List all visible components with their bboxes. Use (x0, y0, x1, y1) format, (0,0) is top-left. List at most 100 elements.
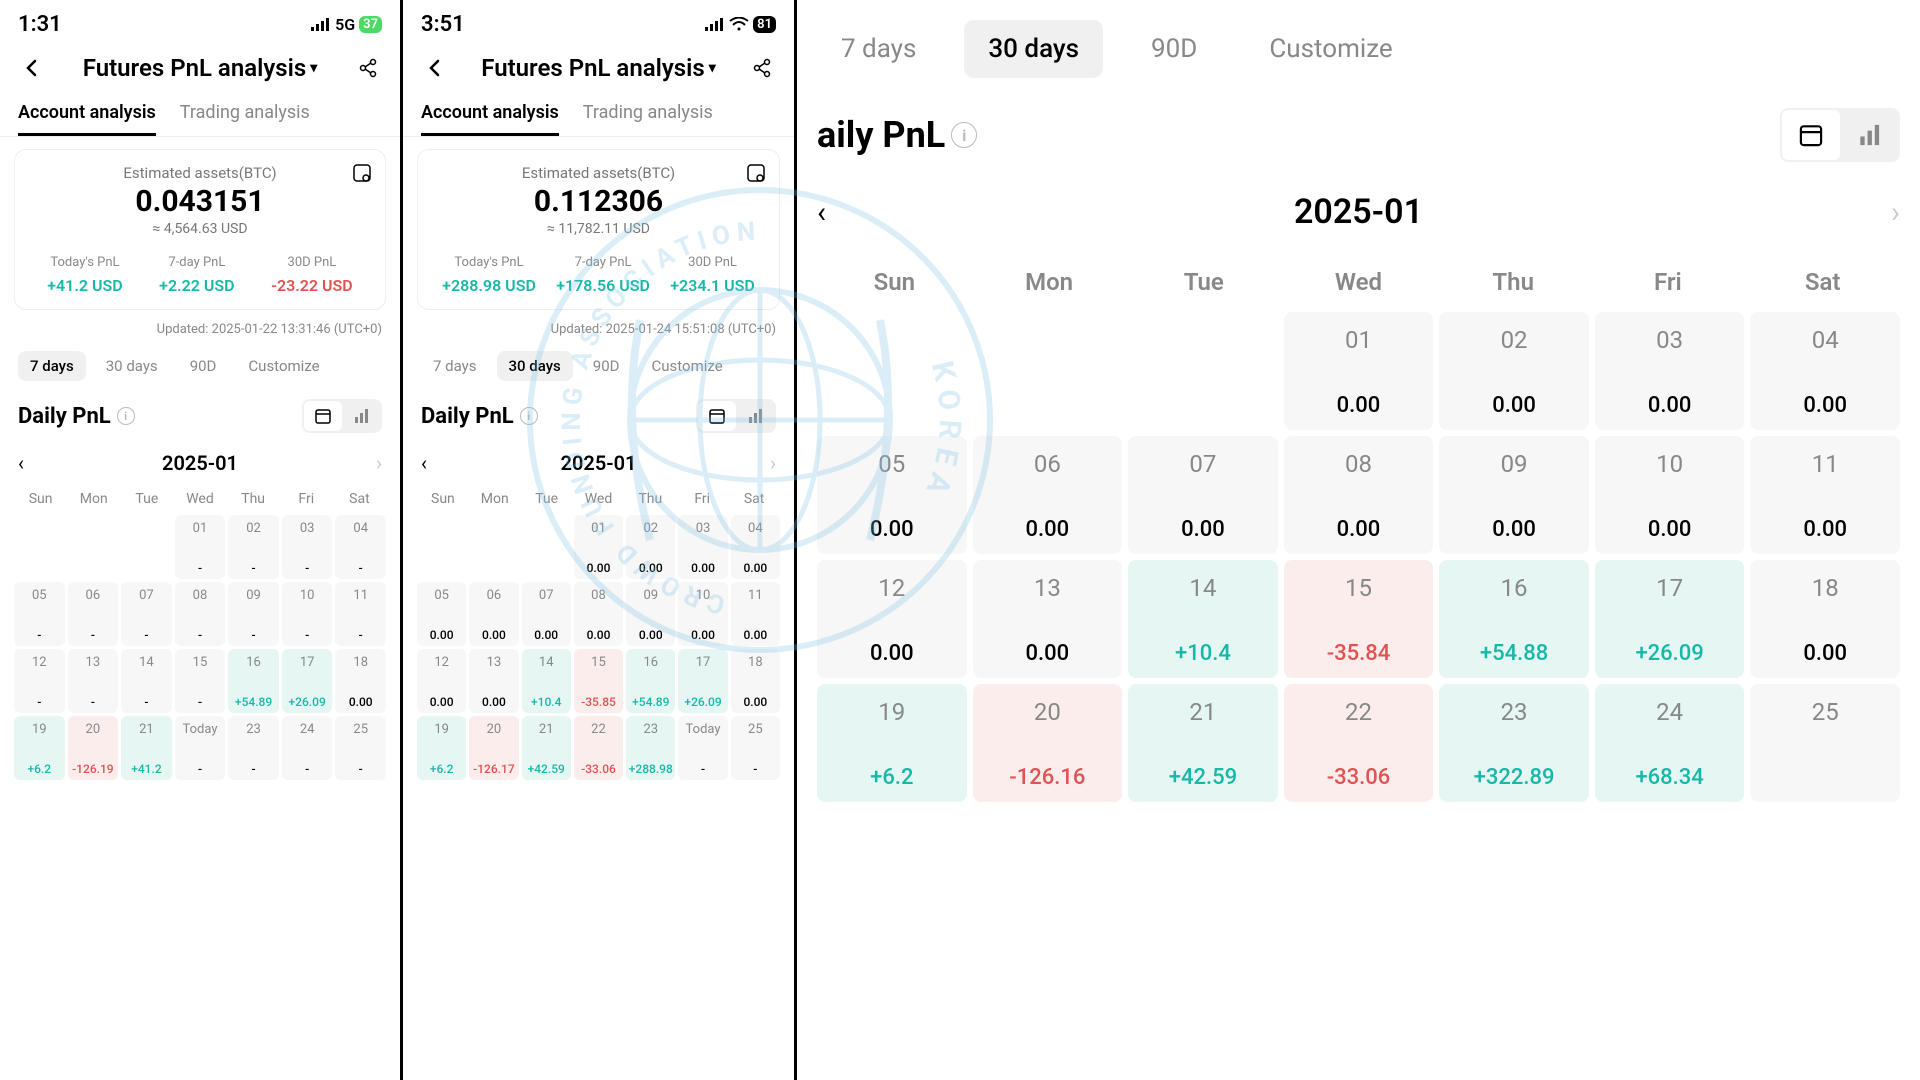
range-7-days[interactable]: 7 days (421, 351, 489, 381)
calendar-cell[interactable]: 110.00 (731, 582, 780, 646)
range-90d[interactable]: 90D (1127, 20, 1221, 78)
calendar-cell[interactable]: 11- (335, 582, 386, 646)
back-button[interactable] (18, 54, 46, 82)
calendar-cell[interactable]: 13- (68, 649, 119, 713)
calendar-cell[interactable]: 20-126.17 (469, 716, 518, 780)
next-month-button[interactable]: › (1891, 195, 1900, 230)
calendar-cell[interactable]: Today- (175, 716, 226, 780)
calendar-cell[interactable]: 100.00 (678, 582, 727, 646)
info-icon[interactable]: i (951, 122, 977, 148)
calendar-cell[interactable]: 25- (731, 716, 780, 780)
calendar-cell[interactable]: 08- (175, 582, 226, 646)
calendar-cell[interactable]: 21+42.59 (1128, 684, 1278, 802)
calendar-cell[interactable]: 14- (121, 649, 172, 713)
calendar-cell[interactable]: 080.00 (1284, 436, 1434, 554)
share-button[interactable] (748, 54, 776, 82)
calendar-cell[interactable]: 20-126.16 (973, 684, 1123, 802)
calendar-cell[interactable]: 06- (68, 582, 119, 646)
calendar-cell[interactable]: 180.00 (1750, 560, 1900, 678)
calendar-cell[interactable]: 14+10.4 (522, 649, 571, 713)
range-7-days[interactable]: 7 days (817, 20, 940, 78)
calendar-cell[interactable]: 080.00 (574, 582, 623, 646)
calendar-cell[interactable]: 02- (228, 515, 279, 579)
calendar-cell[interactable]: 23- (228, 716, 279, 780)
calendar-cell[interactable]: 17+26.09 (678, 649, 727, 713)
calendar-cell[interactable]: 110.00 (1750, 436, 1900, 554)
calendar-cell[interactable]: 090.00 (626, 582, 675, 646)
range-30-days[interactable]: 30 days (94, 351, 170, 381)
calendar-cell[interactable]: 050.00 (417, 582, 466, 646)
calendar-cell[interactable]: 120.00 (817, 560, 967, 678)
calendar-cell[interactable]: 19+6.2 (14, 716, 65, 780)
next-month-button[interactable]: › (770, 451, 776, 475)
calendar-cell[interactable]: 020.00 (626, 515, 675, 579)
calendar-cell[interactable]: 19+6.2 (817, 684, 967, 802)
calendar-cell[interactable]: 21+42.59 (522, 716, 571, 780)
calendar-cell[interactable]: 030.00 (678, 515, 727, 579)
calendar-cell[interactable]: 07- (121, 582, 172, 646)
calendar-cell[interactable]: 040.00 (731, 515, 780, 579)
range-7-days[interactable]: 7 days (18, 351, 86, 381)
calendar-cell[interactable]: 14+10.4 (1128, 560, 1278, 678)
calendar-cell[interactable]: 16+54.89 (626, 649, 675, 713)
calendar-cell[interactable]: 070.00 (1128, 436, 1278, 554)
calendar-cell[interactable]: 060.00 (973, 436, 1123, 554)
calendar-cell[interactable]: 04- (335, 515, 386, 579)
info-icon[interactable]: i (520, 407, 538, 425)
calendar-cell[interactable]: 060.00 (469, 582, 518, 646)
range-customize[interactable]: Customize (1245, 20, 1416, 78)
calendar-cell[interactable]: 120.00 (417, 649, 466, 713)
calendar-cell[interactable]: 010.00 (1284, 312, 1434, 430)
calendar-cell[interactable]: 25- (335, 716, 386, 780)
calendar-cell[interactable]: 01- (175, 515, 226, 579)
calendar-view-button[interactable] (1782, 110, 1840, 160)
prev-month-button[interactable]: ‹ (817, 195, 826, 230)
calendar-cell[interactable]: 23+288.98 (626, 716, 675, 780)
range-customize[interactable]: Customize (236, 351, 331, 381)
calendar-cell[interactable]: 15-35.84 (1284, 560, 1434, 678)
calendar-cell[interactable]: 180.00 (731, 649, 780, 713)
calendar-cell[interactable]: 130.00 (469, 649, 518, 713)
calendar-view-button[interactable] (304, 401, 342, 431)
chart-view-button[interactable] (736, 401, 774, 431)
info-icon[interactable]: i (117, 407, 135, 425)
calendar-cell[interactable]: 040.00 (1750, 312, 1900, 430)
calendar-cell[interactable]: 15-35.85 (574, 649, 623, 713)
chart-view-button[interactable] (342, 401, 380, 431)
calendar-cell[interactable]: 16+54.88 (1439, 560, 1589, 678)
calendar-cell[interactable]: 05- (14, 582, 65, 646)
range-30-days[interactable]: 30 days (497, 351, 573, 381)
calendar-cell[interactable]: 100.00 (1595, 436, 1745, 554)
calendar-cell[interactable]: 180.00 (335, 649, 386, 713)
calendar-cell[interactable]: Today- (678, 716, 727, 780)
card-action-icon[interactable] (351, 162, 373, 184)
calendar-cell[interactable]: 22-33.06 (1284, 684, 1434, 802)
calendar-cell[interactable]: 09- (228, 582, 279, 646)
range-30-days[interactable]: 30 days (964, 20, 1103, 78)
calendar-cell[interactable]: 21+41.2 (121, 716, 172, 780)
calendar-cell[interactable]: 070.00 (522, 582, 571, 646)
calendar-cell[interactable]: 12- (14, 649, 65, 713)
tab-account-analysis[interactable]: Account analysis (421, 92, 559, 136)
calendar-cell[interactable]: 010.00 (574, 515, 623, 579)
next-month-button[interactable]: › (376, 451, 382, 475)
prev-month-button[interactable]: ‹ (18, 451, 24, 475)
tab-account-analysis[interactable]: Account analysis (18, 92, 156, 136)
back-button[interactable] (421, 54, 449, 82)
calendar-cell[interactable]: 25 (1750, 684, 1900, 802)
prev-month-button[interactable]: ‹ (421, 451, 427, 475)
calendar-cell[interactable]: 130.00 (973, 560, 1123, 678)
calendar-cell[interactable]: 090.00 (1439, 436, 1589, 554)
calendar-view-button[interactable] (698, 401, 736, 431)
calendar-cell[interactable]: 10- (282, 582, 333, 646)
calendar-cell[interactable]: 030.00 (1595, 312, 1745, 430)
calendar-cell[interactable]: 17+26.09 (1595, 560, 1745, 678)
card-action-icon[interactable] (745, 162, 767, 184)
share-button[interactable] (354, 54, 382, 82)
calendar-cell[interactable]: 22-33.06 (574, 716, 623, 780)
range-90d[interactable]: 90D (581, 351, 632, 381)
range-90d[interactable]: 90D (178, 351, 229, 381)
page-title[interactable]: Futures PnL analysis▾ (481, 54, 715, 82)
calendar-cell[interactable]: 050.00 (817, 436, 967, 554)
calendar-cell[interactable]: 23+322.89 (1439, 684, 1589, 802)
